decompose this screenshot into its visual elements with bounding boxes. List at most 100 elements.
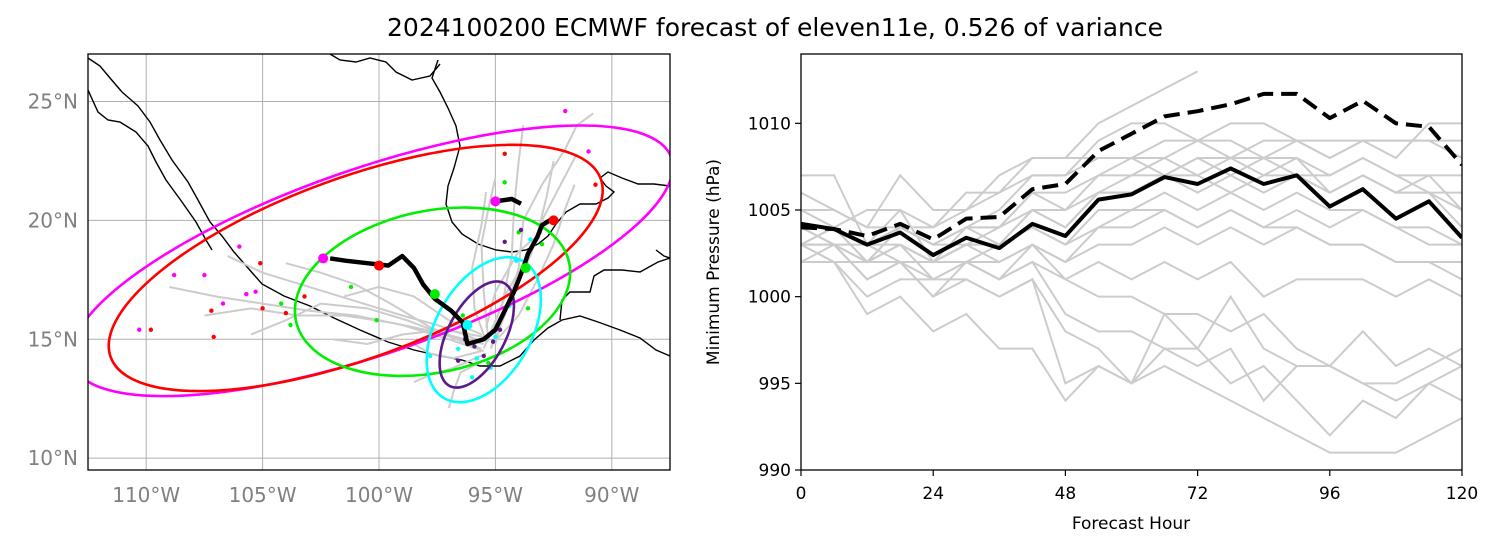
member-point [288,322,293,328]
member-point [490,339,496,344]
pressure-y-ticks: 990 995 1000 1005 1010 [748,114,801,481]
pressure-y-tick-label: 1005 [748,201,791,221]
member-point [209,308,214,313]
member-track [413,343,482,360]
pressure-frame [800,53,1463,471]
member-track [343,285,482,336]
member-point [220,301,226,306]
pressure-series [801,91,1462,258]
member-pressure-line [801,122,1462,264]
map-x-tick-label: 90°W [584,483,639,507]
member-point [253,289,258,294]
member-tracks [169,112,594,409]
pressure-y-tick-label: 990 [759,461,791,481]
pressure-x-ticks: 0 24 48 72 96 120 [796,470,1478,504]
member-track [169,285,485,353]
map-x-tick-label: 95°W [468,483,523,507]
pressure-x-tick-label: 48 [1055,484,1077,504]
mean-track-marker [318,253,329,264]
coastlines [88,54,670,367]
member-point [148,327,154,332]
member-pressure-lines [801,70,1462,454]
member-point [486,360,491,366]
pressure-panel: 0 24 48 72 96 120 990 995 1000 1005 1010 Forecast… [704,53,1478,534]
map-y-tick-label: 10°N [28,446,78,470]
member-point [137,327,142,332]
pressure-y-tick-label: 1010 [748,114,791,134]
member-point [428,353,433,359]
pressure-x-label: Forecast Hour [1072,514,1190,534]
mean-track-marker [374,260,384,271]
member-pressure-line [801,243,1462,437]
member-track [485,231,543,328]
mean-track-line [329,216,555,347]
coastline-yucatan-east [655,249,670,259]
member-point [472,344,477,349]
uncertainty-ellipse [438,280,516,389]
map-gridlines [88,54,670,470]
member-point [202,272,207,278]
pressure-y-tick-label: 1000 [748,288,791,308]
pressure-x-tick-label: 0 [796,484,807,504]
member-point [279,301,284,306]
coastline-pacific-mexico [88,57,670,367]
map-x-tick-label: 100°W [345,483,413,507]
member-point [474,356,479,361]
member-points [137,108,598,380]
map-y-tick-label: 25°N [28,90,78,114]
member-point [528,237,533,242]
uncertainty-ellipse [107,143,604,393]
member-point [586,149,591,154]
member-track [490,184,576,348]
figure-title: 2024100200 ECMWF forecast of eleven11e, … [387,13,1163,42]
member-pressure-line [801,156,1462,264]
member-point [171,272,177,278]
coastline-us-gulf [329,54,441,81]
pressure-line-dashed [801,91,1462,242]
member-point [374,318,379,323]
map-y-tick-label: 20°N [28,208,78,232]
mean-track-branch [495,196,523,206]
mean-track-marker [429,289,440,300]
mean-track-marker [462,319,473,330]
pressure-y-label: Minimum Pressure (hPa) [704,159,724,365]
uncertainty-ellipse [293,206,572,378]
map-frame [87,53,671,471]
member-point [455,358,461,363]
map-x-tick-label: 110°W [112,483,180,507]
map-x-tick-label: 105°W [229,483,297,507]
member-point [237,244,242,249]
member-point [211,334,216,340]
member-track [227,255,478,341]
member-point [469,375,475,380]
member-point [502,239,507,244]
track-map-panel: 110°W 105°W 100°W 95°W 90°W 10°N 15°N 20°N 25°N [28,53,671,507]
pressure-y-tick-label: 995 [759,374,791,394]
member-pressure-line [801,243,1462,385]
member-pressure-line [801,243,1462,299]
member-pressure-line [801,208,1462,263]
member-point [593,182,598,187]
member-point [455,346,461,351]
member-point [497,327,503,332]
member-pressure-line [801,226,1462,281]
member-track [332,328,484,346]
member-point [563,108,568,114]
member-point [302,294,307,299]
member-point [502,151,507,157]
member-pressure-line [801,70,1199,229]
member-point [502,180,507,185]
coastline-baja [88,89,213,251]
member-point [348,284,354,290]
member-point [460,313,466,318]
map-y-tick-label: 15°N [28,327,78,351]
mean-track-marker [548,215,559,226]
member-pressure-line [801,261,1462,403]
uncertainty-ellipse [88,124,670,398]
member-point [244,291,249,297]
pressure-x-tick-label: 96 [1319,484,1341,504]
map-x-tick-labels: 110°W 105°W 100°W 95°W 90°W [112,483,639,507]
member-point [260,306,265,311]
